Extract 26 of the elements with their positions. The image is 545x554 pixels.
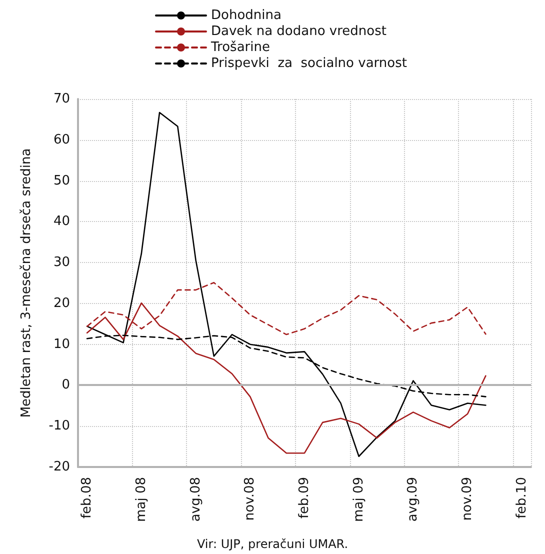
y-tick-label: -20	[48, 460, 70, 474]
line-series	[86, 112, 486, 458]
y-axis-title: Medletan rast, 3-mesečna drseča sredina	[19, 148, 34, 418]
x-tick-label: avg.09	[406, 477, 421, 522]
x-tick-label: nov.09	[460, 477, 476, 521]
x-tick-label: feb.10	[514, 477, 530, 519]
y-tick-label: 70	[53, 92, 70, 106]
x-tick-label: maj 08	[134, 477, 149, 522]
x-tick-label: feb.08	[80, 477, 95, 519]
y-tick-label: 50	[53, 173, 70, 188]
legend-label: Trošarine	[210, 40, 270, 55]
x-tick-label: maj 09	[351, 477, 366, 522]
y-tick-label: 20	[53, 296, 70, 311]
legend-label: Prispevki za socialno varnost	[211, 56, 407, 71]
y-tick-label: 30	[53, 255, 70, 270]
legend-label: Davek na dodano vrednost	[211, 24, 386, 39]
y-tick-label: 10	[53, 336, 70, 352]
x-tick-label: feb.09	[297, 477, 312, 519]
y-tick-label: -10	[48, 418, 70, 434]
y-tick-label: 60	[53, 132, 70, 148]
x-tick-label: nov.08	[242, 477, 258, 521]
x-tick-label: avg.08	[188, 477, 204, 522]
y-tick-label: 0	[62, 378, 70, 393]
y-tick-label: 40	[53, 214, 70, 230]
text: Vir: UJP, preračuni UMAR.	[196, 537, 348, 551]
legend-label: Dohodnina	[211, 8, 282, 23]
